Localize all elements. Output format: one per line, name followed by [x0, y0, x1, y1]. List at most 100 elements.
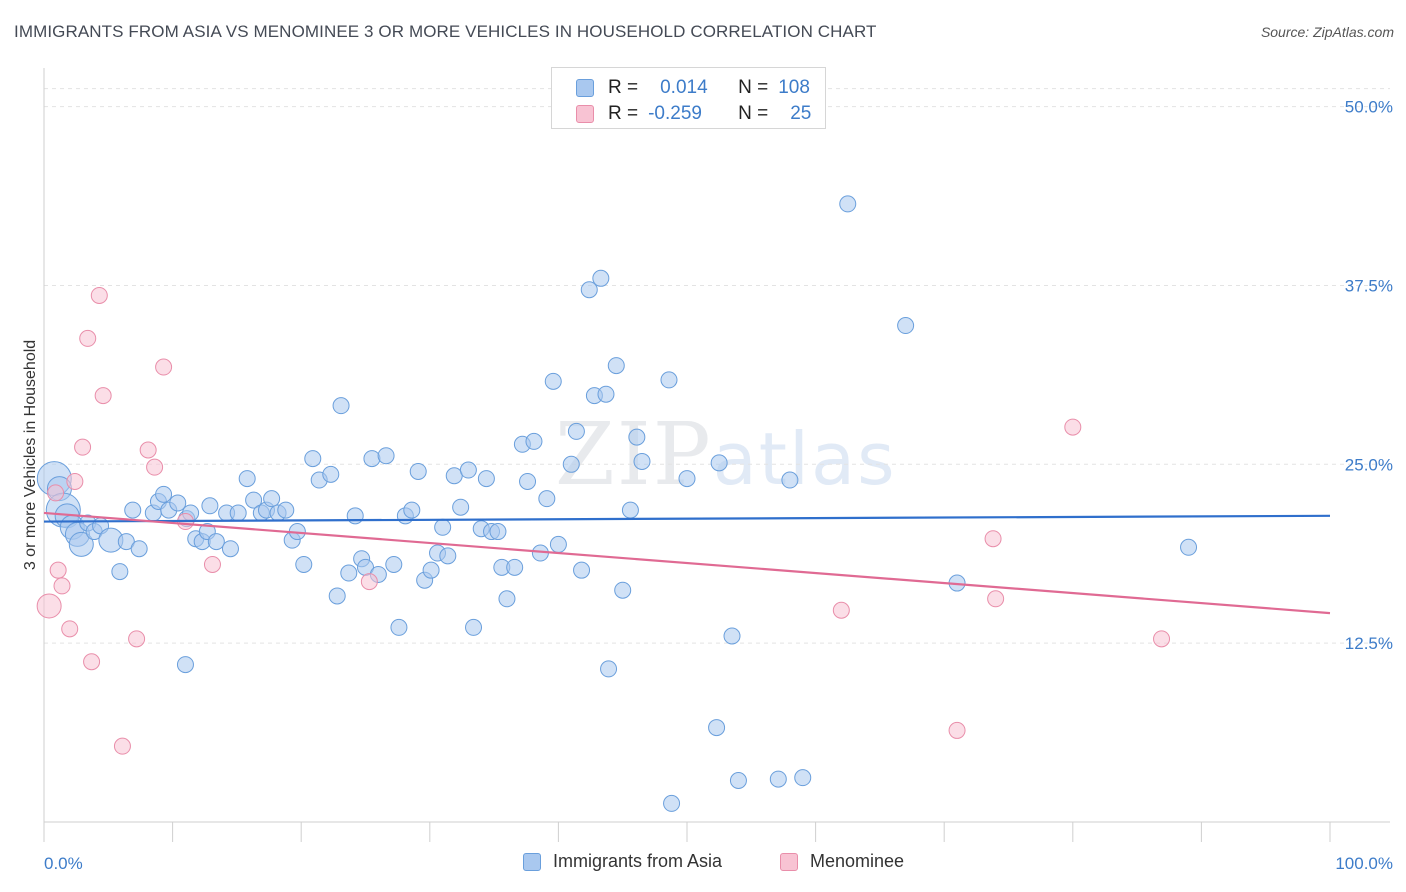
correlation-legend: R = 0.014 N = 108 R = -0.259 N = 25: [551, 67, 826, 129]
data-point-asia: [111, 563, 129, 581]
y-tick-label: 12.5%: [1345, 634, 1393, 653]
data-point-asia: [592, 269, 610, 287]
trend-line-menominee: [43, 511, 1331, 615]
data-point-asia: [229, 504, 247, 522]
data-point-asia: [169, 494, 187, 512]
data-point-asia: [710, 454, 728, 472]
data-point-menominee: [128, 630, 146, 648]
legend-r-value: 0.014: [660, 77, 708, 98]
data-point-asia: [600, 660, 618, 678]
legend-n-label: N =: [738, 103, 769, 124]
data-point-asia: [769, 770, 787, 788]
data-point-asia: [549, 535, 567, 553]
data-point-asia: [403, 501, 421, 519]
y-tick-label: 50.0%: [1345, 98, 1393, 117]
data-point-asia: [155, 485, 173, 503]
data-point-menominee: [36, 593, 62, 619]
data-point-asia: [207, 533, 225, 551]
data-point-menominee: [66, 472, 84, 490]
axes: [43, 68, 1390, 842]
data-point-asia: [263, 490, 281, 508]
source-label: Source: ZipAtlas.com: [1260, 24, 1394, 40]
data-point-asia: [377, 447, 395, 465]
data-point-asia: [678, 470, 696, 488]
data-point-asia: [277, 501, 295, 519]
data-point-asia: [363, 450, 381, 468]
watermark-atlas: atlas: [712, 417, 897, 501]
legend-item-menominee: Menominee: [780, 851, 904, 872]
x-tick-label: 0.0%: [44, 854, 83, 873]
data-point-menominee: [203, 555, 221, 573]
data-point-asia: [781, 471, 799, 489]
legend-n-value: 25: [790, 103, 812, 124]
data-point-menominee: [139, 441, 157, 459]
trend-line-asia: [43, 514, 1331, 523]
data-point-menominee: [47, 484, 65, 502]
data-point-asia: [562, 455, 580, 473]
data-point-asia: [439, 547, 457, 565]
series-menominee: [36, 286, 1171, 755]
data-point-menominee: [79, 329, 97, 347]
legend-item-asia: Immigrants from Asia: [523, 851, 722, 872]
data-point-asia: [465, 618, 483, 636]
data-point-asia: [544, 372, 562, 390]
data-point-asia: [597, 385, 615, 403]
data-point-asia: [723, 627, 741, 645]
data-point-asia: [322, 465, 340, 483]
data-point-asia: [519, 472, 537, 490]
data-point-asia: [434, 518, 452, 536]
y-tick-label: 25.0%: [1345, 455, 1393, 474]
data-point-asia: [506, 558, 524, 576]
data-point-asia: [498, 590, 516, 608]
data-point-menominee: [83, 653, 101, 671]
x-tick-label: 100.0%: [1335, 854, 1393, 873]
watermark: ZIPatlas: [555, 405, 897, 505]
data-point-menominee: [74, 438, 92, 456]
data-point-menominee: [987, 590, 1005, 608]
data-point-asia: [489, 523, 507, 541]
data-point-asia: [346, 507, 364, 525]
legend-swatch-asia: [576, 79, 594, 97]
data-point-asia: [839, 195, 857, 213]
data-point-asia: [385, 555, 403, 573]
legend-r-label: R =: [608, 77, 639, 98]
data-point-menominee: [155, 358, 173, 376]
data-point-asia: [452, 498, 470, 516]
data-point-asia: [390, 618, 408, 636]
legend-label-menominee: Menominee: [810, 851, 905, 871]
data-point-asia: [130, 540, 148, 558]
data-point-menominee: [984, 530, 1002, 548]
legend-n-value: 108: [778, 77, 810, 98]
data-point-menominee: [53, 577, 71, 595]
data-point-asia: [328, 587, 346, 605]
data-point-menominee: [113, 737, 131, 755]
data-point-asia: [538, 490, 556, 508]
y-axis-label: 3 or more Vehicles in Household: [22, 340, 39, 570]
data-point-asia: [459, 461, 477, 479]
legend-label-asia: Immigrants from Asia: [553, 851, 723, 871]
data-point-asia: [124, 501, 142, 519]
data-point-menominee: [948, 721, 966, 739]
data-point-asia: [245, 491, 263, 509]
data-point-menominee: [90, 286, 108, 304]
data-point-asia: [304, 450, 322, 468]
data-point-menominee: [49, 561, 67, 579]
legend-r-label: R =: [608, 103, 639, 124]
grid-lines: [44, 88, 1390, 644]
data-point-asia: [567, 422, 585, 440]
chart-title: IMMIGRANTS FROM ASIA VS MENOMINEE 3 OR M…: [14, 22, 877, 41]
data-point-asia: [1180, 538, 1198, 556]
data-point-asia: [238, 470, 256, 488]
data-point-menominee: [1064, 418, 1082, 436]
data-point-asia: [409, 462, 427, 480]
data-point-asia: [422, 561, 440, 579]
data-point-asia: [221, 540, 239, 558]
data-point-asia: [794, 769, 812, 787]
watermark-zip: ZIP: [555, 405, 713, 505]
legend-swatch-menominee: [576, 105, 594, 123]
data-point-asia: [628, 428, 646, 446]
trend-lines: [43, 511, 1331, 615]
legend-swatch-menominee: [780, 852, 798, 871]
data-point-menominee: [360, 573, 378, 591]
